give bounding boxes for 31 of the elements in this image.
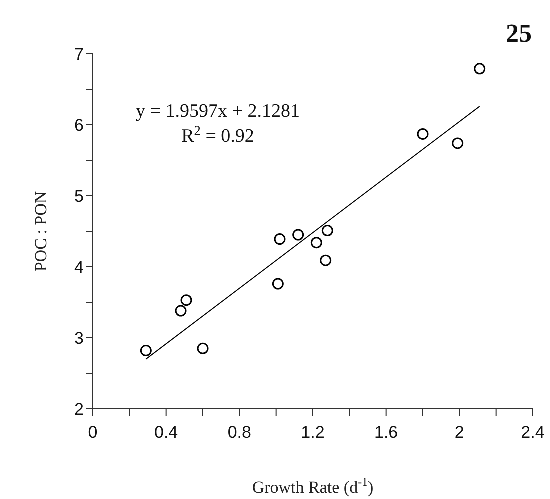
point	[274, 234, 286, 246]
y-tick-label: 3	[74, 329, 84, 348]
text: 25	[506, 19, 532, 48]
x-tick-label: 1.6	[374, 423, 398, 442]
annotation: y = 1.9597x + 2.1281	[136, 101, 300, 122]
y-tick-label: 6	[74, 116, 84, 136]
point	[292, 229, 304, 241]
x-axis-title: Growth Rate (d$^{-1}$)	[252, 475, 374, 497]
point	[474, 63, 486, 75]
x-tick-label: 0	[88, 423, 98, 442]
x-tick-label: 2.4	[521, 423, 545, 442]
y-axis-title: POC : PON	[32, 191, 50, 272]
point	[272, 278, 284, 290]
y-tick-label: 7	[74, 45, 84, 64]
point	[417, 128, 429, 140]
point	[197, 342, 209, 354]
point	[322, 225, 334, 237]
point	[452, 138, 464, 150]
x-tick-label: 0.4	[154, 423, 178, 442]
point	[310, 237, 322, 249]
y-tick-label: 2	[74, 400, 84, 420]
point	[180, 294, 192, 306]
point	[175, 305, 187, 317]
point	[140, 345, 152, 357]
x-tick-label: 2	[454, 423, 464, 442]
point	[320, 254, 332, 266]
x-tick-label: 1.2	[301, 423, 325, 442]
y-tick-label: 4	[74, 258, 84, 278]
x-tick-label: 0.8	[228, 423, 252, 442]
y-tick-label: 5	[74, 187, 84, 206]
annotation: R$^{2}$ = 0.92	[182, 122, 254, 147]
